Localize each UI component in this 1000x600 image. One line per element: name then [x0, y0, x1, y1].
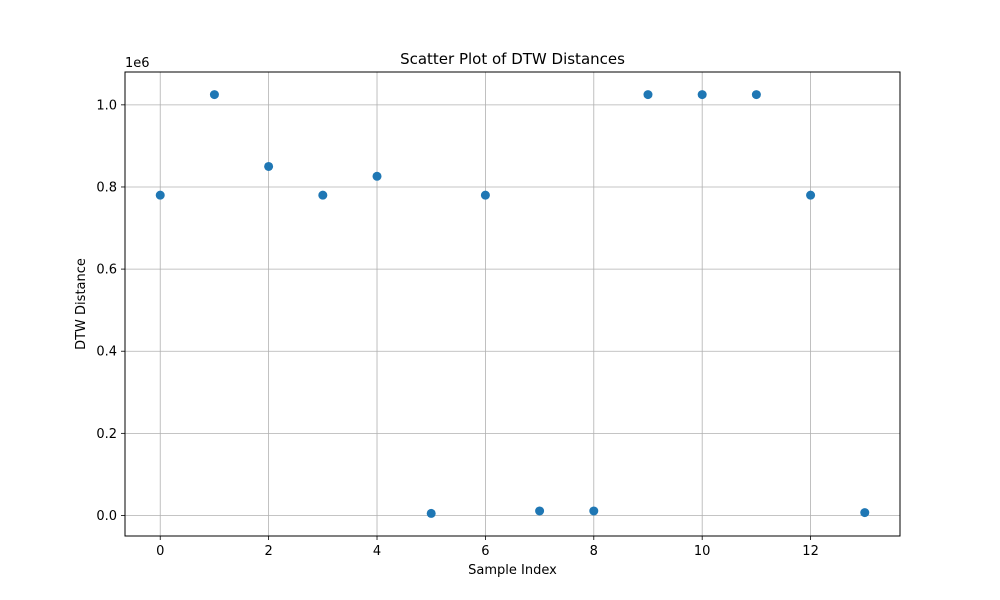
data-points: [155, 90, 870, 518]
y-tick-label: 0.2: [96, 427, 117, 442]
x-tick-label: 4: [373, 544, 381, 559]
y-tick-label: 0.6: [96, 263, 117, 278]
data-point: [535, 506, 545, 516]
y-axis-offset-label: 1e6: [125, 56, 150, 71]
data-point: [209, 90, 219, 100]
x-tick-label: 6: [481, 544, 489, 559]
x-tick-label: 0: [156, 544, 164, 559]
data-point: [697, 90, 707, 100]
axis-ticks: 0 2 4 6 8 10 12 0.0 0.2 0.4 0.6 0.8 1.0: [96, 98, 819, 559]
data-point: [155, 190, 165, 200]
plot-frame: [124, 71, 901, 537]
x-axis-label: Sample Index: [468, 563, 557, 578]
y-axis-label: DTW Distance: [74, 258, 89, 350]
data-point: [426, 508, 436, 518]
data-point: [643, 90, 653, 100]
x-tick-label: 12: [802, 544, 819, 559]
data-point: [372, 171, 382, 181]
x-tick-label: 10: [694, 544, 711, 559]
data-point: [264, 161, 274, 171]
chart-title: Scatter Plot of DTW Distances: [400, 50, 625, 68]
data-point: [480, 190, 490, 200]
x-tick-label: 2: [264, 544, 272, 559]
data-point: [751, 90, 761, 100]
x-tick-label: 8: [590, 544, 598, 559]
grid: [125, 72, 900, 536]
data-point: [318, 190, 328, 200]
y-tick-label: 1.0: [96, 98, 117, 113]
data-point: [589, 506, 599, 516]
y-tick-label: 0.4: [96, 345, 117, 360]
data-point: [860, 508, 870, 518]
data-point: [806, 190, 816, 200]
y-tick-label: 0.0: [96, 509, 117, 524]
y-tick-label: 0.8: [96, 180, 117, 195]
